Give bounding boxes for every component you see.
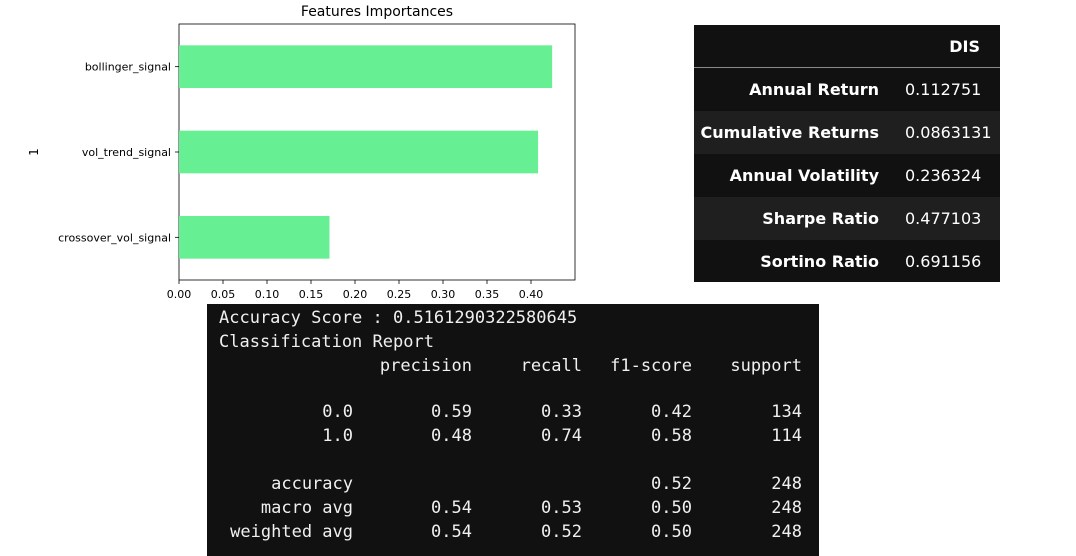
report-support: 134	[771, 402, 802, 422]
stats-row-value: 0.0863131	[905, 123, 992, 142]
report-recall: 0.33	[541, 402, 582, 422]
report-support: 248	[771, 498, 802, 518]
bar-bollinger_signal	[179, 45, 553, 88]
report-row-label: macro avg	[260, 498, 353, 518]
x-tick-label: 0.30	[431, 288, 456, 301]
report-precision	[337, 472, 472, 496]
report-precision: 0.48	[431, 426, 472, 446]
report-precision: 0.59	[431, 402, 472, 422]
feature-importance-chart: Features Importances bollinger_signalvol…	[27, 4, 576, 301]
header-f1-score: f1-score	[610, 356, 692, 376]
accuracy-score-line: Accuracy Score : 0.5161290322580645	[219, 308, 578, 328]
stats-row: Cumulative Returns 0.0863131	[694, 111, 1000, 154]
x-tick-label: 0.25	[387, 288, 412, 301]
report-recall: 0.52	[541, 522, 582, 542]
report-support: 248	[771, 474, 802, 494]
report-recall: 0.53	[541, 498, 582, 518]
y-tick-label: vol_trend_signal	[82, 146, 171, 159]
header-recall: recall	[520, 356, 582, 376]
header-precision: precision	[379, 356, 472, 376]
y-tick-label: crossover_vol_signal	[58, 231, 171, 244]
bar-vol_trend_signal	[179, 130, 539, 174]
report-recall: 0.74	[541, 426, 582, 446]
report-row-label: weighted avg	[230, 522, 353, 542]
stats-row: Annual Volatility 0.236324	[694, 154, 1000, 197]
report-f1: 0.42	[651, 402, 692, 422]
classification-report-output: Accuracy Score : 0.5161290322580645 Clas…	[207, 304, 819, 556]
x-tick-label: 0.00	[167, 288, 192, 301]
report-row-label: 0.0	[322, 402, 353, 422]
report-title-line: Classification Report	[219, 332, 434, 352]
stats-row-label: Sortino Ratio	[760, 252, 879, 271]
stats-row-value: 0.112751	[905, 80, 982, 99]
report-f1: 0.50	[651, 498, 692, 518]
stats-row-label: Annual Volatility	[729, 166, 879, 185]
report-f1: 0.58	[651, 426, 692, 446]
x-tick-label: 0.10	[255, 288, 280, 301]
report-row-label: accuracy	[271, 474, 353, 494]
header-support: support	[730, 356, 802, 376]
x-tick-label: 0.40	[519, 288, 544, 301]
x-tick-label: 0.35	[475, 288, 500, 301]
stats-row-label: Annual Return	[749, 80, 879, 99]
x-ticks: 0.00 0.05 0.10 0.15 0.20 0.25 0.30 0.35 0.40	[167, 280, 544, 301]
y-axis-label: 1	[27, 148, 41, 156]
y-ticks: bollinger_signal vol_trend_signal crossove…	[58, 61, 179, 244]
stats-row: Sharpe Ratio 0.477103	[694, 197, 1000, 240]
stats-column-header: DIS	[694, 25, 1000, 68]
report-support: 114	[771, 426, 802, 446]
stats-row-label: Cumulative Returns	[700, 123, 879, 142]
y-tick-label: bollinger_signal	[85, 61, 171, 74]
chart-title: Features Importances	[301, 4, 453, 20]
stats-row-value: 0.691156	[905, 252, 982, 271]
report-precision: 0.54	[431, 498, 472, 518]
stats-row-value: 0.477103	[905, 209, 982, 228]
report-precision: 0.54	[431, 522, 472, 542]
stats-row-value: 0.236324	[905, 166, 982, 185]
stats-row: Sortino Ratio 0.691156	[694, 240, 1000, 283]
stats-row-label: Sharpe Ratio	[762, 209, 879, 228]
report-f1: 0.52	[651, 474, 692, 494]
x-tick-label: 0.15	[299, 288, 324, 301]
portfolio-stats-table: DIS Annual Return 0.112751 Cumulative Re…	[694, 25, 1000, 282]
x-tick-label: 0.20	[343, 288, 368, 301]
report-row-label: 1.0	[322, 426, 353, 446]
report-f1: 0.50	[651, 522, 692, 542]
report-support: 248	[771, 522, 802, 542]
report-recall	[477, 472, 582, 496]
bar-crossover_vol_signal	[179, 216, 330, 259]
x-tick-label: 0.05	[211, 288, 236, 301]
bars-layer	[179, 45, 553, 259]
stats-row: Annual Return 0.112751	[694, 68, 1000, 112]
